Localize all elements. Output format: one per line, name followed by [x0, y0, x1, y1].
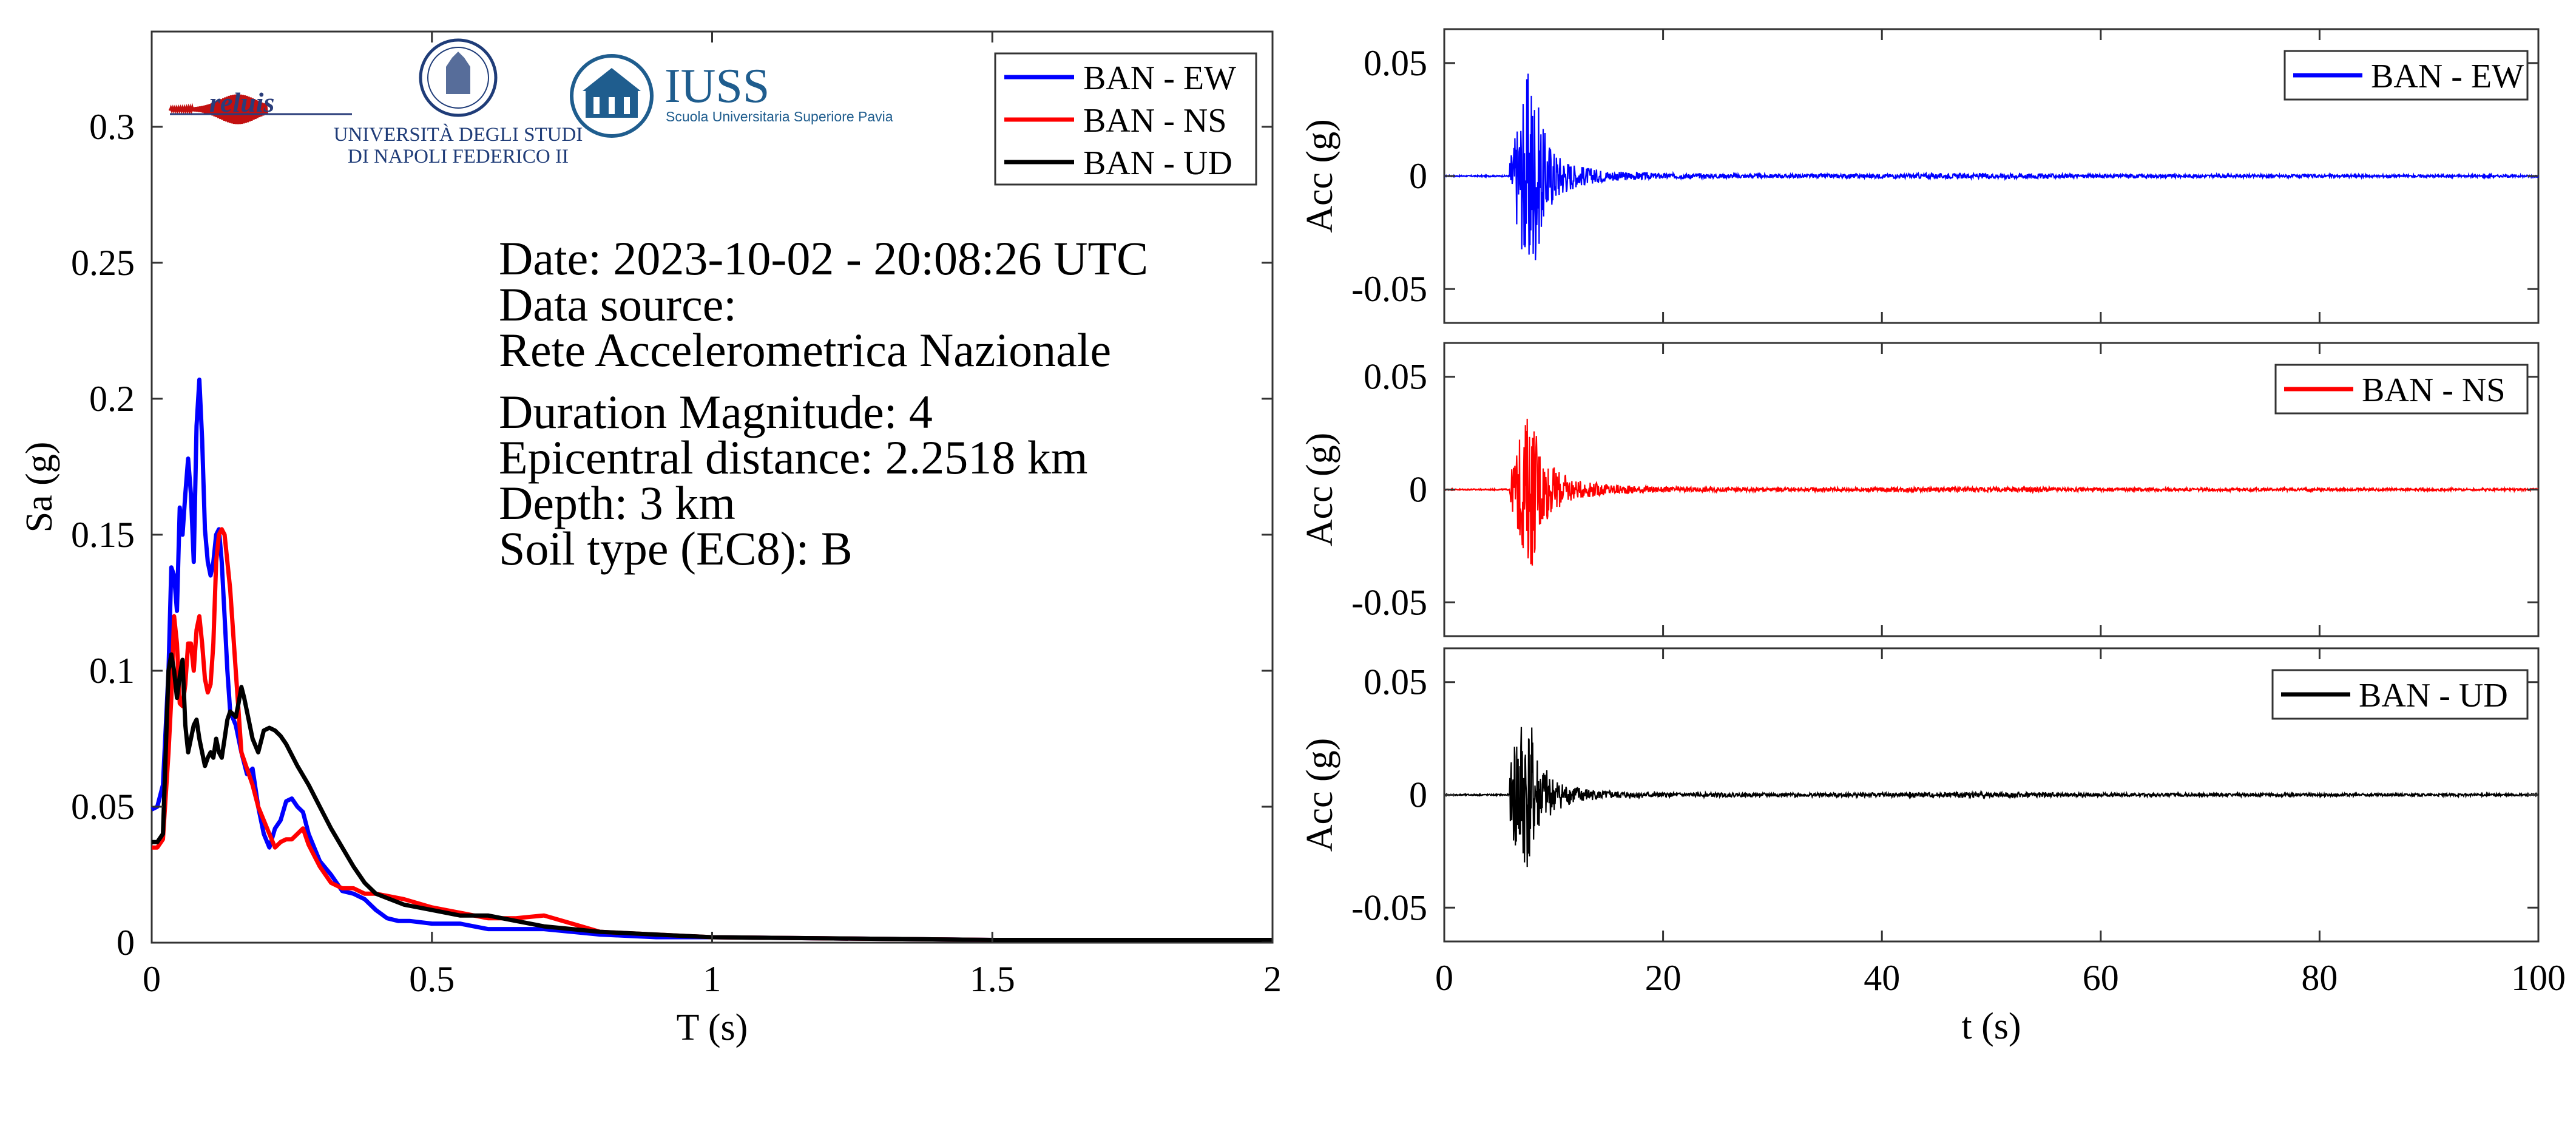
- spectrum-x-tick-label: 0.5: [409, 959, 455, 999]
- accelerogram-x-tick-label: 100: [2511, 958, 2566, 998]
- spectrum-y-tick-label: 0.05: [71, 787, 135, 827]
- reluis-wordmark: reluis: [209, 87, 274, 118]
- spectrum-y-tick-label: 0.1: [89, 651, 135, 691]
- spectrum-series-ns: [152, 527, 1273, 942]
- spectrum-legend: BAN - EW BAN - NS BAN - UD: [994, 52, 1257, 186]
- accelerogram-x-tick-label: 0: [1435, 958, 1453, 998]
- event-info-block: Date: 2023-10-02 - 20:08:26 UTC Data sou…: [499, 232, 1148, 575]
- accelerogram-trace-ns: [1444, 418, 2539, 566]
- accelerogram-x-tick-label: 60: [2083, 958, 2119, 998]
- accelerogram-y-tick-label: 0: [1409, 775, 1427, 815]
- spectrum-x-tick-label: 1: [703, 959, 722, 999]
- accelerogram-y-tick-label: -0.05: [1351, 887, 1427, 928]
- accelerogram-y-tick-label: -0.05: [1351, 269, 1427, 309]
- accelerogram-legend-label: BAN - EW: [2371, 58, 2524, 95]
- accelerogram-y-tick-label: 0: [1409, 156, 1427, 196]
- spectrum-chart: 0 0.5 1 1.5 2 0 0.05 0.1 0.15 0.2 0.25 0.3 T (s) Sa…: [19, 30, 1282, 1048]
- accelerogram-x-tick-label: 40: [1864, 958, 1900, 998]
- accelerogram-y-tick-label: 0.05: [1364, 357, 1427, 397]
- spectrum-x-tick-label: 0: [143, 959, 161, 999]
- accelerogram-trace-ew: [1444, 73, 2540, 260]
- unina-name-line2: DI NAPOLI FEDERICO II: [348, 146, 569, 168]
- accelerogram-y-axis-label: Acc (g): [1299, 738, 1340, 852]
- accelerogram-y-tick-label: -0.05: [1351, 582, 1427, 622]
- iuss-logo: IUSS Scuola Universitaria Superiore Pavi…: [570, 54, 893, 138]
- accelerogram-legend-label: BAN - UD: [2359, 677, 2508, 714]
- legend-label-ud: BAN - UD: [1083, 144, 1232, 182]
- accelerogram-x-tick-label: 20: [1645, 958, 1682, 998]
- data-source-value: Rete Accelerometrica Nazionale: [499, 324, 1111, 376]
- spectrum-y-tick-label: 0.2: [89, 379, 135, 419]
- accelerogram-legend-label: BAN - NS: [2362, 371, 2505, 409]
- duration-magnitude: Duration Magnitude: 4: [499, 385, 933, 438]
- logos: reluis UNIVERSITÀ DEGLI STUDI DI NAPOLI …: [169, 38, 893, 168]
- accelerogram-y-axis-label: Acc (g): [1299, 433, 1340, 547]
- spectrum-y-tick-label: 0.3: [89, 107, 135, 147]
- spectrum-y-tick-label: 0: [117, 923, 135, 963]
- reluis-logo: reluis: [169, 87, 352, 124]
- accelerogram-y-tick-label: 0.05: [1364, 43, 1427, 83]
- time-x-axis-label: t (s): [1961, 1006, 2021, 1047]
- iuss-wordmark: IUSS: [664, 59, 769, 113]
- epicentral-distance: Epicentral distance: 2.2518 km: [499, 431, 1087, 484]
- spectrum-x-axis-label: T (s): [677, 1007, 748, 1048]
- unina-logo: UNIVERSITÀ DEGLI STUDI DI NAPOLI FEDERIC…: [334, 38, 583, 168]
- spectrum-y-tick-label: 0.15: [71, 515, 135, 555]
- soil-type: Soil type (EC8): B: [499, 522, 853, 575]
- iuss-subtitle: Scuola Universitaria Superiore Pavia: [666, 109, 893, 124]
- legend-label-ew: BAN - EW: [1083, 59, 1236, 97]
- accelerogram-y-tick-label: 0: [1409, 470, 1427, 510]
- accelerogram-ns: -0.05 0 0.05 Acc (g) BAN - NS: [1299, 342, 2540, 637]
- spectrum-y-axis-label: Sa (g): [19, 442, 60, 533]
- accelerogram-y-tick-label: 0.05: [1364, 662, 1427, 702]
- accelerogram-y-axis-label: Acc (g): [1299, 119, 1340, 233]
- spectrum-series-ud: [152, 652, 1273, 942]
- spectrum-y-tick-label: 0.25: [71, 243, 135, 283]
- unina-name-line1: UNIVERSITÀ DEGLI STUDI: [334, 123, 583, 146]
- spectrum-ticks: 0 0.5 1 1.5 2 0 0.05 0.1 0.15 0.2 0.25 0.3: [71, 32, 1282, 999]
- accelerogram-x-tick-label: 80: [2301, 958, 2338, 998]
- data-source-label: Data source:: [499, 278, 737, 331]
- event-date: Date: 2023-10-02 - 20:08:26 UTC: [499, 232, 1148, 285]
- spectrum-series-group: [150, 378, 1273, 942]
- legend-label-ns: BAN - NS: [1083, 102, 1226, 140]
- accelerogram-ew: -0.05 0 0.05 Acc (g) BAN - EW: [1299, 28, 2540, 324]
- reluis-seismogram-graphic: [169, 94, 268, 124]
- spectrum-x-tick-label: 1.5: [970, 959, 1015, 999]
- spectrum-x-tick-label: 2: [1263, 959, 1282, 999]
- depth: Depth: 3 km: [499, 477, 735, 529]
- accelerogram-trace-ud: [1444, 727, 2540, 867]
